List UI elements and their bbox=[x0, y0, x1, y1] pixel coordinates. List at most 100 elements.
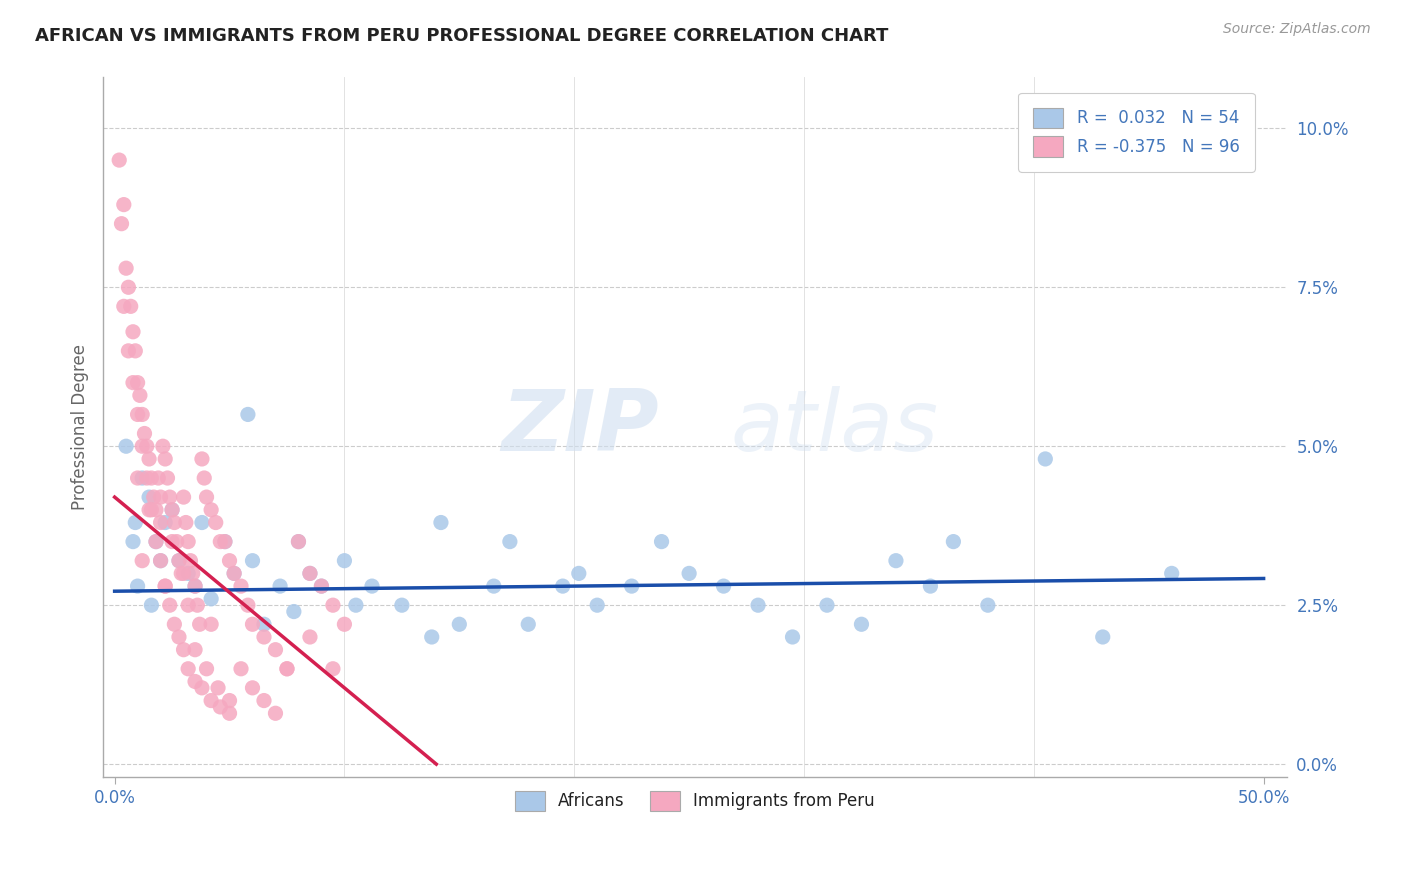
Point bbox=[193, 471, 215, 485]
Point bbox=[311, 579, 333, 593]
Point bbox=[517, 617, 540, 632]
Point bbox=[678, 566, 700, 581]
Point bbox=[138, 452, 160, 467]
Point bbox=[242, 554, 264, 568]
Point bbox=[149, 554, 172, 568]
Point bbox=[920, 579, 942, 593]
Point bbox=[242, 681, 264, 695]
Point bbox=[167, 554, 190, 568]
Point bbox=[167, 554, 190, 568]
Point bbox=[276, 662, 298, 676]
Point bbox=[298, 630, 321, 644]
Point bbox=[224, 566, 246, 581]
Point bbox=[120, 299, 142, 313]
Point bbox=[195, 490, 218, 504]
Point bbox=[174, 516, 197, 530]
Point bbox=[253, 617, 276, 632]
Point bbox=[166, 534, 188, 549]
Point bbox=[1091, 630, 1114, 644]
Point bbox=[204, 516, 226, 530]
Point bbox=[884, 554, 907, 568]
Point bbox=[236, 598, 259, 612]
Point bbox=[298, 566, 321, 581]
Point bbox=[253, 693, 276, 707]
Point bbox=[333, 554, 356, 568]
Point bbox=[131, 554, 153, 568]
Point bbox=[138, 503, 160, 517]
Point bbox=[200, 591, 222, 606]
Point bbox=[344, 598, 367, 612]
Point bbox=[153, 516, 176, 530]
Point bbox=[322, 662, 344, 676]
Point bbox=[420, 630, 443, 644]
Point bbox=[177, 534, 200, 549]
Point bbox=[191, 681, 214, 695]
Point bbox=[141, 598, 163, 612]
Point bbox=[586, 598, 609, 612]
Point bbox=[430, 516, 453, 530]
Point bbox=[214, 534, 236, 549]
Point bbox=[482, 579, 505, 593]
Point bbox=[229, 579, 252, 593]
Point bbox=[747, 598, 769, 612]
Point bbox=[177, 662, 200, 676]
Point bbox=[287, 534, 309, 549]
Point bbox=[131, 439, 153, 453]
Point bbox=[122, 376, 145, 390]
Point bbox=[153, 579, 176, 593]
Point bbox=[149, 554, 172, 568]
Text: Source: ZipAtlas.com: Source: ZipAtlas.com bbox=[1223, 22, 1371, 37]
Point bbox=[177, 598, 200, 612]
Point bbox=[184, 579, 207, 593]
Point bbox=[173, 490, 195, 504]
Point bbox=[173, 566, 195, 581]
Point bbox=[224, 566, 246, 581]
Point bbox=[218, 693, 240, 707]
Point bbox=[145, 503, 167, 517]
Point bbox=[167, 630, 190, 644]
Point bbox=[156, 471, 179, 485]
Point bbox=[191, 516, 214, 530]
Point bbox=[253, 630, 276, 644]
Point bbox=[242, 617, 264, 632]
Point bbox=[124, 343, 146, 358]
Text: atlas: atlas bbox=[730, 385, 938, 468]
Point bbox=[188, 617, 211, 632]
Point bbox=[287, 534, 309, 549]
Point bbox=[163, 516, 186, 530]
Point bbox=[149, 490, 172, 504]
Point bbox=[568, 566, 591, 581]
Point bbox=[333, 617, 356, 632]
Point bbox=[127, 471, 149, 485]
Point bbox=[127, 376, 149, 390]
Point bbox=[264, 642, 287, 657]
Point bbox=[851, 617, 873, 632]
Point bbox=[942, 534, 965, 549]
Point bbox=[160, 503, 183, 517]
Point bbox=[184, 674, 207, 689]
Point bbox=[184, 642, 207, 657]
Point bbox=[160, 503, 183, 517]
Point bbox=[110, 217, 132, 231]
Point bbox=[298, 566, 321, 581]
Point bbox=[145, 534, 167, 549]
Y-axis label: Professional Degree: Professional Degree bbox=[72, 344, 89, 510]
Point bbox=[122, 325, 145, 339]
Point bbox=[108, 153, 131, 167]
Point bbox=[229, 662, 252, 676]
Point bbox=[160, 534, 183, 549]
Point bbox=[651, 534, 673, 549]
Point bbox=[131, 471, 153, 485]
Point bbox=[148, 471, 170, 485]
Point bbox=[141, 503, 163, 517]
Point bbox=[218, 554, 240, 568]
Point bbox=[153, 579, 176, 593]
Point bbox=[179, 554, 201, 568]
Point bbox=[142, 490, 165, 504]
Point bbox=[128, 388, 150, 402]
Point bbox=[191, 452, 214, 467]
Point bbox=[195, 662, 218, 676]
Point bbox=[236, 408, 259, 422]
Point bbox=[170, 566, 193, 581]
Point bbox=[149, 516, 172, 530]
